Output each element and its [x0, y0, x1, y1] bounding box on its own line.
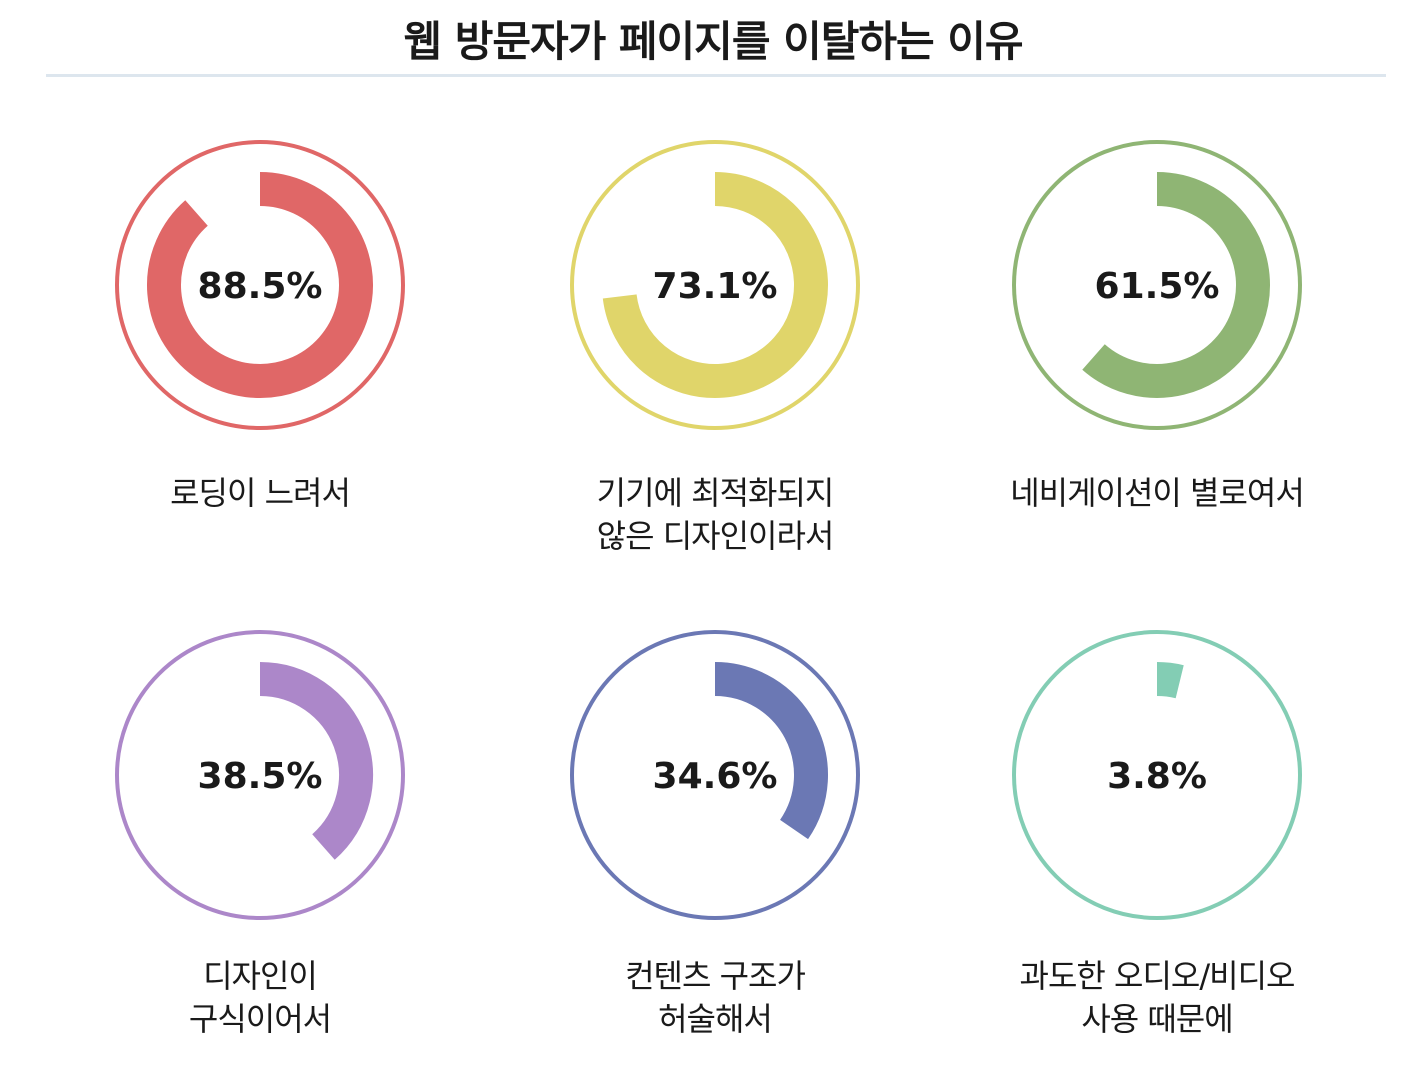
donut-caption-line: 컨텐츠 구조가 — [625, 957, 806, 995]
donut-caption-line: 구식이어서 — [188, 1000, 332, 1038]
donut-value-label: 61.5% — [1095, 266, 1220, 307]
donut-value-arc — [714, 662, 828, 840]
donut-value-label: 73.1% — [653, 266, 778, 307]
donut-caption-line: 허술해서 — [658, 1000, 773, 1038]
donut-6: 3.8% — [1012, 630, 1302, 920]
donut-value-label: 3.8% — [1107, 756, 1207, 797]
donut-4: 38.5% — [115, 630, 405, 920]
donut-caption-line: 사용 때문에 — [1081, 1000, 1233, 1038]
donut-2: 73.1% — [570, 140, 860, 430]
donut-caption: 네비게이션이 별로여서 — [967, 472, 1347, 515]
donut-1: 88.5% — [115, 140, 405, 430]
donut-value-arc — [147, 172, 373, 398]
donut-value-label: 34.6% — [653, 756, 778, 797]
donut-caption-line: 과도한 오디오/비디오 — [1019, 957, 1296, 995]
page-title: 웹 방문자가 페이지를 이탈하는 이유 — [403, 17, 1023, 66]
donut-value-label: 88.5% — [198, 266, 323, 307]
donut-outer-ring — [570, 140, 860, 430]
donut-outer-ring — [115, 140, 405, 430]
donut-value-arc — [602, 172, 828, 398]
donut-caption-line: 디자인이 — [203, 957, 318, 995]
donut-outer-ring — [1012, 140, 1302, 430]
donut-outer-ring — [1012, 630, 1302, 920]
title-divider — [46, 74, 1386, 77]
donut-caption-line: 않은 디자인이라서 — [596, 517, 835, 555]
donut-outer-ring — [115, 630, 405, 920]
donut-caption-line: 기기에 최적화되지 — [596, 474, 835, 512]
donut-value-arc — [259, 662, 373, 860]
donut-value-label: 38.5% — [198, 756, 323, 797]
donut-caption: 로딩이 느려서 — [70, 472, 450, 515]
donut-value-arc — [1082, 172, 1270, 398]
donut-caption-line: 네비게이션이 별로여서 — [1010, 474, 1305, 512]
donut-value-arc — [1156, 662, 1184, 699]
donut-5: 34.6% — [570, 630, 860, 920]
donut-caption-line: 로딩이 느려서 — [170, 474, 351, 512]
donut-3: 61.5% — [1012, 140, 1302, 430]
donut-outer-ring — [570, 630, 860, 920]
